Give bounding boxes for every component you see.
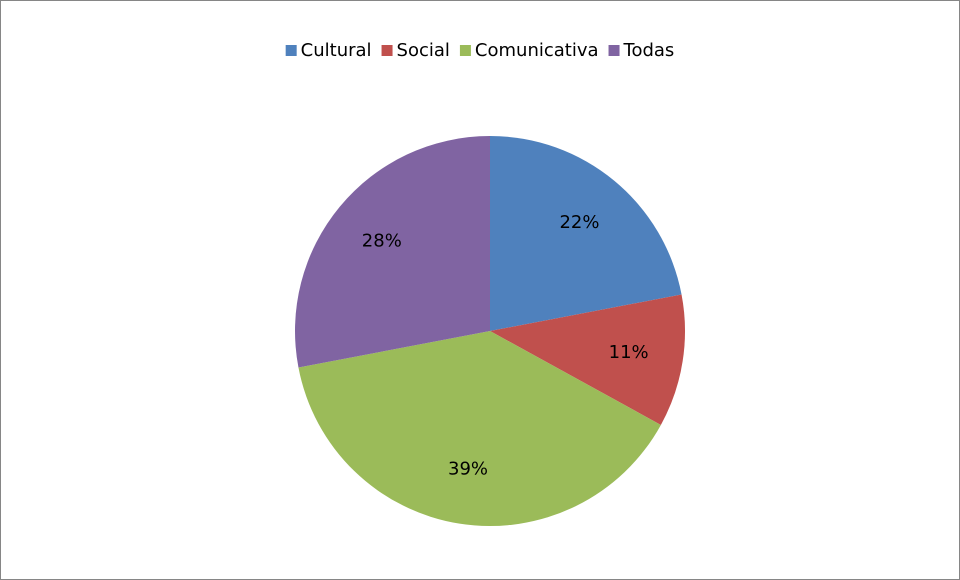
data-label: 28% — [362, 231, 402, 252]
legend: Cultural Social Comunicativa Todas — [285, 40, 675, 61]
pie-slice — [298, 331, 661, 527]
legend-swatch — [381, 45, 393, 56]
pie-slice — [490, 294, 686, 425]
legend-label: Todas — [623, 40, 675, 61]
legend-label: Social — [397, 40, 450, 61]
legend-label: Cultural — [301, 40, 372, 61]
legend-swatch — [459, 45, 471, 56]
legend-swatch — [608, 45, 620, 56]
pie-slice — [490, 136, 682, 331]
legend-label: Comunicativa — [475, 40, 599, 61]
legend-swatch — [285, 45, 297, 56]
data-label: 11% — [609, 342, 649, 363]
data-label: 39% — [448, 459, 488, 480]
data-label: 22% — [559, 212, 599, 233]
pie-slice — [295, 136, 490, 368]
